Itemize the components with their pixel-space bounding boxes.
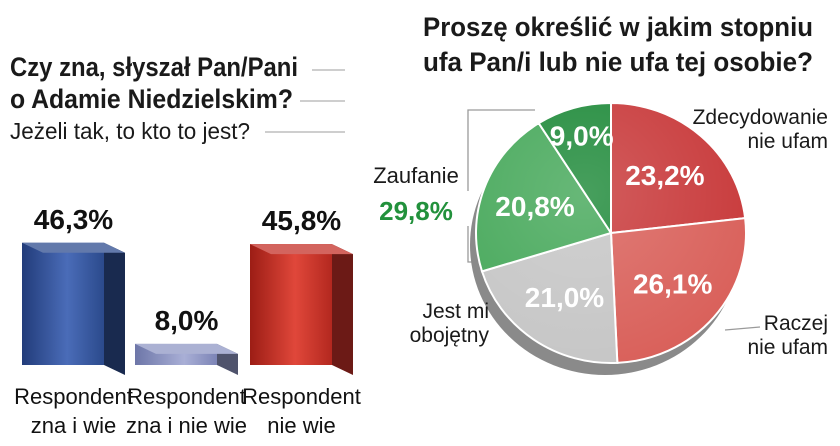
- bar-chart: 46,3% Respondent zna i wie 8,0% Respondent zn…: [14, 204, 361, 438]
- pie-chart-title-line-2: ufa Pan/i lub nie ufa tej osobie?: [423, 47, 813, 77]
- bar-side: [104, 242, 125, 375]
- bar-chart-title-line-2: o Adamie Niedzielskim?: [10, 84, 293, 114]
- bar-category-label: Respondent: [242, 384, 361, 409]
- pie-label-zdecydowanie-line-2: nie ufam: [747, 130, 828, 153]
- pie-group-value-zaufanie: 29,8%: [379, 196, 453, 226]
- pie-gloss: [476, 103, 746, 363]
- bar-top: [250, 244, 353, 255]
- bar-category-label: Respondent: [127, 384, 246, 409]
- bar: [250, 244, 332, 365]
- pie-label-obojetny-line-1: Jest mi: [422, 300, 489, 323]
- pie-chart: 23,2% 26,1% 21,0% 20,8% 9,0%: [470, 101, 747, 375]
- bar-top: [22, 242, 125, 253]
- bar-side: [332, 244, 353, 375]
- pie-group-label-zaufanie: Zaufanie: [373, 163, 459, 188]
- pie-label-obojetny-line-2: obojętny: [410, 324, 490, 347]
- bar-top: [135, 343, 238, 354]
- leader-line-rather-distrust: [724, 326, 761, 331]
- bar-category-label: nie wie: [267, 413, 335, 438]
- bar-chart-title-line-1: Czy zna, słyszał Pan/Pani: [10, 52, 298, 82]
- pie-slice-value-label: 26,1%: [633, 269, 712, 300]
- pie-label-raczej-line-1: Raczej: [764, 312, 828, 335]
- pie-slice-value-label: 23,2%: [625, 160, 704, 191]
- pie-label-raczej-line-2: nie ufam: [747, 336, 828, 359]
- bar-category-label: zna i wie: [31, 413, 117, 438]
- bar-chart-subtitle: Jeżeli tak, to kto to jest?: [10, 118, 250, 144]
- pie-label-zdecydowanie-line-1: Zdecydowanie: [693, 106, 828, 129]
- bar-category-label: zna i nie wie: [126, 413, 247, 438]
- pie-slice-value-label: 21,0%: [525, 282, 604, 313]
- pie-chart-title-line-1: Proszę określić w jakim stopniu: [423, 12, 813, 42]
- pie-slice-value-label: 9,0%: [550, 121, 614, 152]
- bar: [22, 242, 104, 365]
- bar-category-label: Respondent: [14, 384, 133, 409]
- bar-value-label: 8,0%: [155, 305, 219, 336]
- bar-value-label: 46,3%: [34, 204, 113, 235]
- pie-slice-value-label: 20,8%: [495, 191, 574, 222]
- bar-value-label: 45,8%: [262, 205, 341, 236]
